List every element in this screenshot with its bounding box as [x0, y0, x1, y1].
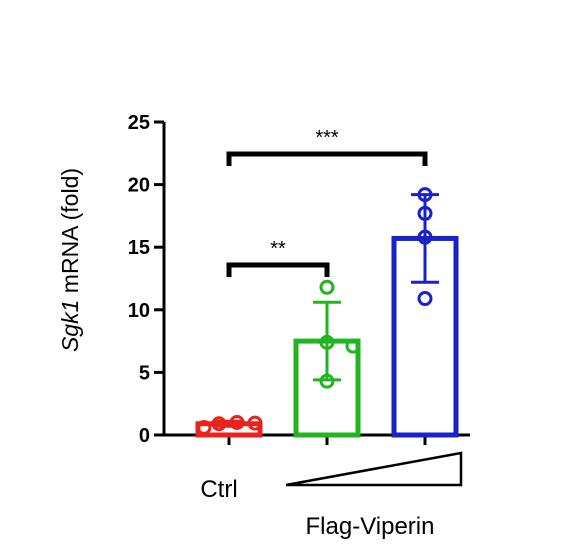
data-point: [319, 373, 335, 389]
data-point: [319, 279, 335, 295]
significance-bracket: [226, 151, 428, 166]
x-label-flag-viperin: Flag-Viperin: [306, 513, 435, 540]
y-axis-label-gene: Sgk1: [57, 300, 83, 352]
data-point: [417, 205, 433, 221]
y-tick-label: 10: [128, 300, 150, 322]
data-point: [211, 416, 227, 432]
significance-brackets: *****: [226, 127, 428, 277]
y-axis-label-unit: mRNA (fold): [57, 168, 83, 300]
y-axis: 0 5 10 15 20 25: [128, 112, 470, 447]
x-label-ctrl: Ctrl: [200, 476, 237, 503]
y-tick-label: 15: [128, 237, 150, 259]
y-tick-label: 0: [139, 425, 150, 447]
y-tick-label: 25: [128, 112, 150, 134]
data-point: [417, 291, 433, 307]
y-tick-label: 20: [128, 175, 150, 197]
data-point: [417, 229, 433, 245]
y-axis-label: Sgk1 mRNA (fold): [57, 168, 83, 352]
dose-gradient-triangle: [285, 451, 463, 487]
data-point: [319, 334, 335, 350]
significance-label: ***: [315, 127, 339, 149]
significance-label: **: [270, 238, 286, 260]
bars: [195, 187, 459, 438]
data-point: [229, 414, 245, 430]
y-tick-label: 5: [139, 362, 150, 384]
data-point: [247, 415, 263, 431]
significance-bracket: [226, 262, 330, 277]
data-point: [345, 338, 361, 354]
data-point: [417, 187, 433, 203]
data-point: [196, 419, 212, 435]
